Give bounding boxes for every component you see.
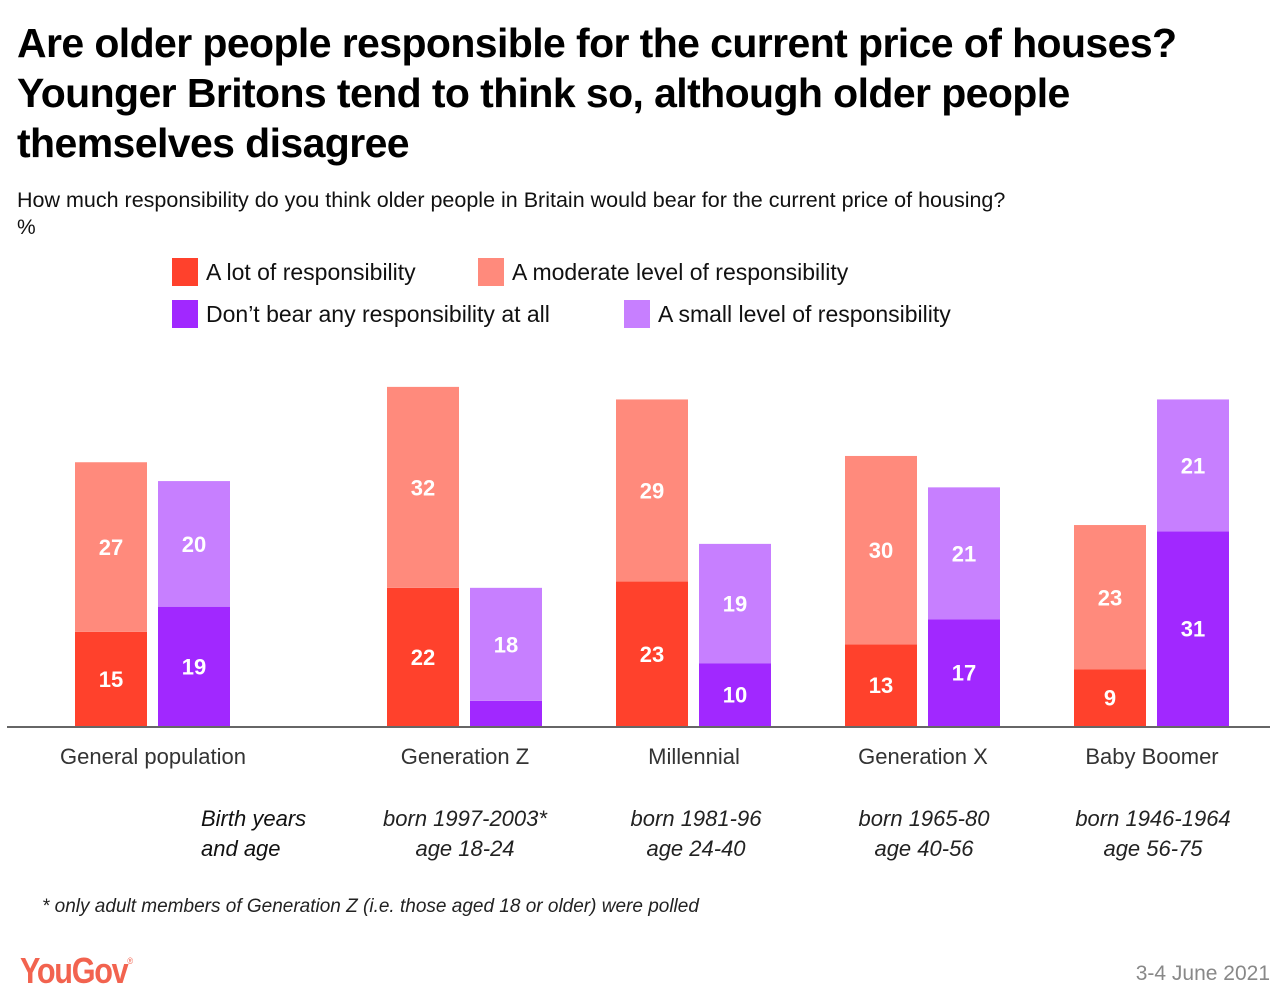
legend-item-none: Don’t bear any responsibility at all [172, 300, 550, 328]
bar-segment [699, 663, 771, 726]
bar-segment [616, 581, 688, 726]
data-label: 32 [411, 475, 435, 500]
x-category-label: Generation X [858, 744, 988, 769]
data-label: 27 [99, 535, 123, 560]
bar-segment [1074, 669, 1146, 726]
stacked-bar-chart: 15 27 19 20 22 32 18 23 29 10 19 13 30 17 21 9 23 31 21 [7, 386, 1270, 728]
bar-segment [928, 619, 1000, 726]
data-label: 13 [869, 673, 893, 698]
bar-segment [699, 543, 771, 664]
bar-segment [158, 481, 230, 607]
x-category-label: Generation Z [400, 744, 530, 769]
legend-swatch-moderate [478, 258, 504, 286]
x-category-label: General population [60, 744, 246, 769]
data-label: 21 [1181, 453, 1205, 478]
birth-info: born 1997-2003* age 18-24 [345, 804, 585, 864]
legend-swatch-small [624, 300, 650, 328]
legend-label: A small level of responsibility [658, 300, 951, 327]
legend-swatch-a-lot [172, 258, 198, 286]
bar-segment [470, 587, 542, 701]
data-label: 19 [182, 654, 206, 679]
legend-item-small: A small level of responsibility [624, 300, 951, 328]
age-range: age 40-56 [874, 836, 974, 861]
data-label: 29 [640, 479, 664, 504]
legend-label: A lot of responsibility [206, 258, 416, 285]
bar-segment [928, 487, 1000, 620]
born-range: born 1946-1964 [1075, 806, 1231, 831]
data-label: 18 [494, 632, 518, 657]
x-category-label: Millennial [648, 744, 740, 769]
bar-segment [158, 606, 230, 726]
birth-label-line1: Birth years [201, 806, 307, 831]
logo-text: YouGov [20, 950, 129, 991]
data-label: 10 [723, 683, 747, 708]
age-range: age 18-24 [415, 836, 515, 861]
bar-segment [845, 455, 917, 645]
survey-date: 3-4 June 2021 [1135, 962, 1270, 985]
bar-segment [616, 399, 688, 582]
legend-item-a-lot: A lot of responsibility [172, 258, 416, 286]
logo-registered-mark: ® [127, 956, 133, 966]
chart-subtitle: How much responsibility do you think old… [17, 188, 1006, 212]
birth-label-line2: and age [201, 836, 281, 861]
bar-segment [387, 386, 459, 588]
birth-info: born 1946-1964 age 56-75 [1033, 804, 1273, 864]
age-range: age 56-75 [1103, 836, 1203, 861]
legend-label: A moderate level of responsibility [512, 258, 849, 285]
data-label: 22 [411, 645, 435, 670]
bar-segment [387, 587, 459, 726]
bar-segment [845, 644, 917, 726]
legend-item-moderate: A moderate level of responsibility [478, 258, 848, 286]
birth-years-label: Birth years and age [201, 804, 306, 864]
legend-swatch-none [172, 300, 198, 328]
data-label: 15 [99, 667, 123, 692]
bar-segment [1157, 531, 1229, 726]
data-label: 9 [1104, 686, 1116, 711]
bar-segment [1074, 525, 1146, 670]
bar-segment [75, 631, 147, 726]
data-label: 23 [640, 642, 664, 667]
data-label: 17 [952, 661, 976, 686]
age-range: age 24-40 [646, 836, 746, 861]
birth-info: born 1965-80 age 40-56 [804, 804, 1044, 864]
bar-segment [75, 462, 147, 632]
data-label: 23 [1098, 585, 1122, 610]
unit-label: % [17, 216, 36, 239]
chart-title: Are older people responsible for the cur… [17, 20, 1177, 166]
data-label: 21 [952, 541, 976, 566]
data-label: 30 [869, 538, 893, 563]
bar-segment [1157, 399, 1229, 532]
legend-label: Don’t bear any responsibility at all [206, 300, 550, 327]
x-category-label: Baby Boomer [1085, 744, 1219, 769]
footnote: * only adult members of Generation Z (i.… [42, 896, 699, 917]
born-range: born 1997-2003* [383, 806, 547, 831]
data-label: 19 [723, 592, 747, 617]
yougov-logo: YouGov® [20, 950, 133, 992]
born-range: born 1981-96 [630, 806, 762, 831]
data-label: 31 [1181, 617, 1205, 642]
birth-info: born 1981-96 age 24-40 [576, 804, 816, 864]
data-label: 20 [182, 532, 206, 557]
bar-segment [470, 700, 542, 726]
born-range: born 1965-80 [858, 806, 990, 831]
